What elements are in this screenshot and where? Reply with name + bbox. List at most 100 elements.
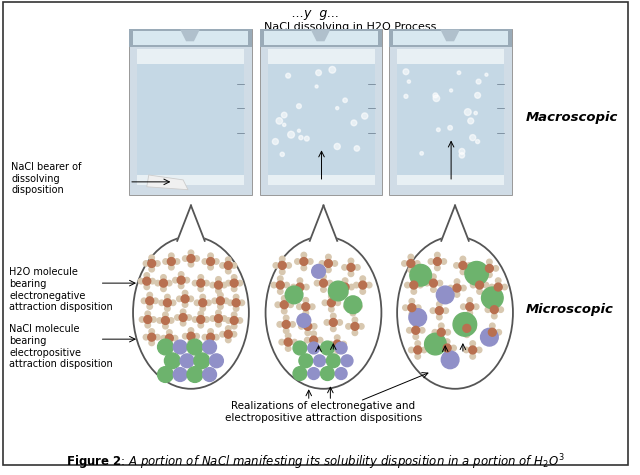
Circle shape [157,339,173,355]
Circle shape [334,143,340,150]
Circle shape [463,324,471,332]
Circle shape [216,297,225,305]
Circle shape [481,287,503,309]
Circle shape [480,266,486,271]
Circle shape [470,282,476,288]
Circle shape [180,321,186,326]
Circle shape [174,259,180,264]
Polygon shape [311,29,330,41]
Circle shape [150,317,156,322]
Circle shape [271,282,276,288]
Circle shape [146,297,154,305]
Circle shape [465,262,488,285]
Circle shape [351,323,359,330]
Circle shape [173,277,178,283]
Circle shape [297,314,311,327]
Circle shape [223,298,229,304]
Circle shape [305,337,310,343]
Circle shape [354,282,359,288]
Circle shape [411,289,417,294]
Circle shape [415,305,421,311]
Circle shape [310,336,317,344]
Circle shape [432,330,438,335]
Circle shape [448,285,453,291]
Circle shape [454,292,460,297]
Circle shape [149,266,154,272]
Circle shape [490,323,495,329]
Circle shape [465,109,471,115]
Circle shape [214,281,222,289]
Circle shape [437,328,445,336]
Circle shape [291,285,296,290]
Circle shape [188,328,194,333]
FancyBboxPatch shape [389,29,512,47]
Circle shape [486,259,492,265]
Circle shape [293,367,307,380]
Circle shape [424,280,430,286]
Circle shape [216,276,221,282]
Circle shape [496,330,502,335]
Circle shape [326,354,340,368]
Circle shape [163,323,168,329]
Circle shape [188,296,193,302]
Circle shape [273,263,278,268]
Circle shape [449,89,452,92]
Circle shape [234,294,239,300]
Circle shape [444,352,450,357]
Circle shape [303,285,309,290]
Circle shape [297,291,303,296]
Circle shape [278,276,283,281]
Circle shape [355,265,360,270]
Circle shape [150,278,156,284]
Circle shape [198,323,204,328]
Circle shape [284,315,289,321]
Circle shape [342,265,348,270]
Circle shape [350,310,356,316]
Circle shape [155,261,160,266]
Circle shape [164,294,170,300]
Circle shape [470,325,476,331]
Circle shape [198,275,204,280]
Circle shape [187,367,203,382]
Circle shape [194,256,200,261]
Circle shape [470,134,476,141]
Circle shape [140,317,145,322]
Circle shape [161,316,170,324]
Circle shape [163,312,168,317]
Circle shape [225,262,232,269]
Circle shape [330,314,336,319]
Circle shape [297,304,302,310]
Text: H2O molecule
bearing
electronegative
attraction disposition: H2O molecule bearing electronegative att… [10,267,113,312]
Ellipse shape [133,237,249,389]
Circle shape [283,123,286,126]
Circle shape [464,319,470,325]
Circle shape [457,71,461,75]
Circle shape [403,305,408,311]
Circle shape [351,120,357,126]
Circle shape [335,300,340,305]
FancyBboxPatch shape [3,2,628,465]
Circle shape [476,79,481,84]
Circle shape [415,353,420,359]
Circle shape [220,263,225,268]
Circle shape [402,261,407,266]
Circle shape [198,286,204,292]
Circle shape [294,259,300,264]
Circle shape [335,368,347,380]
Circle shape [225,330,232,338]
Circle shape [149,255,154,260]
Circle shape [180,309,186,314]
Circle shape [453,284,461,292]
Circle shape [330,319,337,326]
Circle shape [230,316,238,324]
Circle shape [216,288,221,294]
Circle shape [328,306,334,312]
Circle shape [461,285,466,291]
Circle shape [307,259,313,264]
Circle shape [304,323,312,330]
Circle shape [161,335,166,341]
FancyBboxPatch shape [389,29,512,195]
Circle shape [303,297,308,303]
Circle shape [311,331,316,336]
Circle shape [404,282,410,288]
